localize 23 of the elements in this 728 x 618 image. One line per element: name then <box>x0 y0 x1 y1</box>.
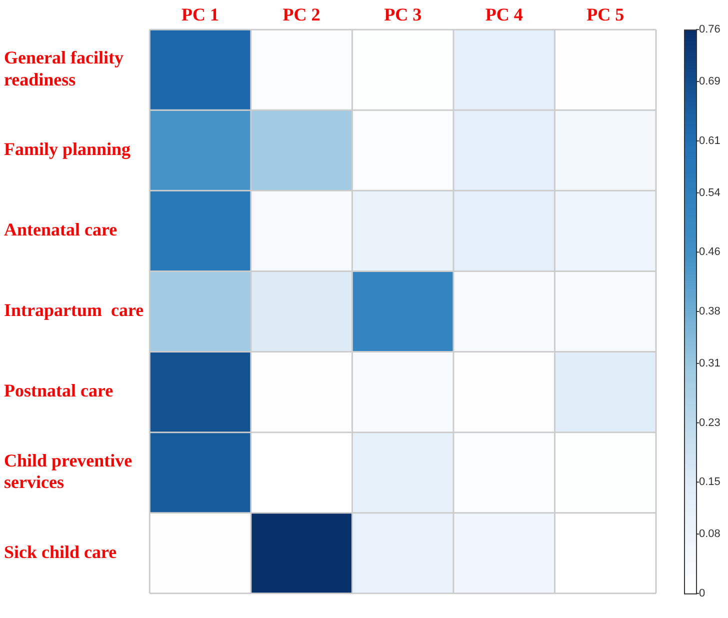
y-tick-label: Child preventive services <box>4 450 132 492</box>
color-bar-label: 0.23 <box>699 416 720 429</box>
x-tick-label: PC 4 <box>485 4 523 24</box>
y-tick-label: Intrapartum care <box>4 300 144 320</box>
color-bar-label: 0.46 <box>699 246 720 258</box>
y-tick-label: General facility readiness <box>4 48 124 90</box>
color-bar-label: 0.08 <box>699 528 720 540</box>
color-bar-label: 0.76 <box>699 24 720 36</box>
color-bar-label: 0.38 <box>699 306 720 318</box>
color-bar-label: 0.54 <box>699 186 720 199</box>
x-tick-label: PC 1 <box>182 4 220 24</box>
color-bar-label: 0.69 <box>699 76 720 88</box>
color-bar-label: 0.15 <box>699 476 720 488</box>
y-tick-label: Antenatal care <box>4 220 118 240</box>
y-tick-label: Postnatal care <box>4 380 114 401</box>
x-tick-label: PC 3 <box>384 4 422 24</box>
y-tick-label: Sick child care <box>4 542 117 562</box>
color-bar-label: 0.31 <box>699 357 720 370</box>
y-tick-label: Family planning <box>4 139 131 160</box>
x-tick-label: PC 5 <box>586 4 624 24</box>
color-bar-label: 0 <box>699 587 706 600</box>
color-bar-label: 0.61 <box>699 134 720 147</box>
x-tick-label: PC 2 <box>282 4 320 24</box>
